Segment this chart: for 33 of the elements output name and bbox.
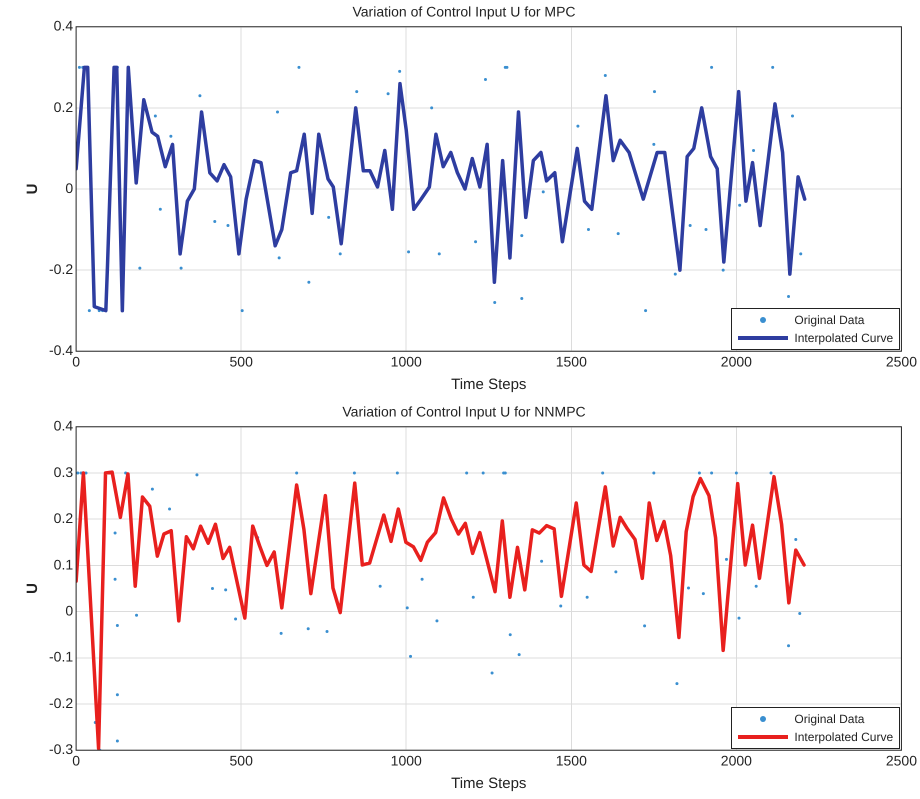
legend-label: Interpolated Curve bbox=[794, 331, 894, 346]
y-tick-label: 0 bbox=[65, 602, 74, 618]
y-tick-label: -0.1 bbox=[49, 648, 74, 665]
x-tick-label: 2500 bbox=[886, 752, 918, 768]
legend-label: Original Data bbox=[794, 313, 864, 328]
y-axis-title: U bbox=[24, 583, 42, 594]
chart-title: Variation of Control Input U for MPC bbox=[352, 3, 576, 20]
x-tick-label: 2000 bbox=[720, 752, 752, 768]
chart-title: Variation of Control Input U for NNMPC bbox=[342, 403, 586, 420]
x-tick-label: 500 bbox=[230, 752, 254, 768]
y-tick-label: 0.4 bbox=[54, 418, 74, 434]
x-tick-label: 2500 bbox=[886, 353, 918, 370]
y-tick-label: -0.4 bbox=[49, 342, 74, 358]
y-axis-title: U bbox=[24, 184, 42, 194]
x-tick-label: 1500 bbox=[556, 752, 588, 768]
y-tick-label: 0.4 bbox=[54, 18, 74, 34]
y-tick-label: 0.2 bbox=[54, 98, 74, 115]
x-axis-title: Time Steps bbox=[451, 376, 526, 394]
x-tick-label: 1000 bbox=[390, 353, 422, 370]
y-tick-label: 0.1 bbox=[54, 556, 74, 572]
y-tick-label: 0.3 bbox=[54, 464, 74, 480]
legend-label: Original Data bbox=[794, 712, 864, 726]
y-tick-label: -0.2 bbox=[49, 260, 74, 277]
x-tick-label: 500 bbox=[230, 353, 254, 370]
y-tick-label: 0.2 bbox=[54, 510, 74, 526]
legend-label: Interpolated Curve bbox=[794, 730, 894, 744]
x-axis-title: Time Steps bbox=[451, 775, 526, 792]
y-tick-label: -0.3 bbox=[49, 741, 74, 758]
x-tick-label: 1500 bbox=[556, 353, 588, 370]
x-tick-label: 1000 bbox=[390, 752, 422, 768]
x-tick-label: 2000 bbox=[720, 353, 752, 370]
y-tick-label: 0 bbox=[65, 180, 74, 196]
y-tick-label: -0.2 bbox=[49, 694, 74, 711]
